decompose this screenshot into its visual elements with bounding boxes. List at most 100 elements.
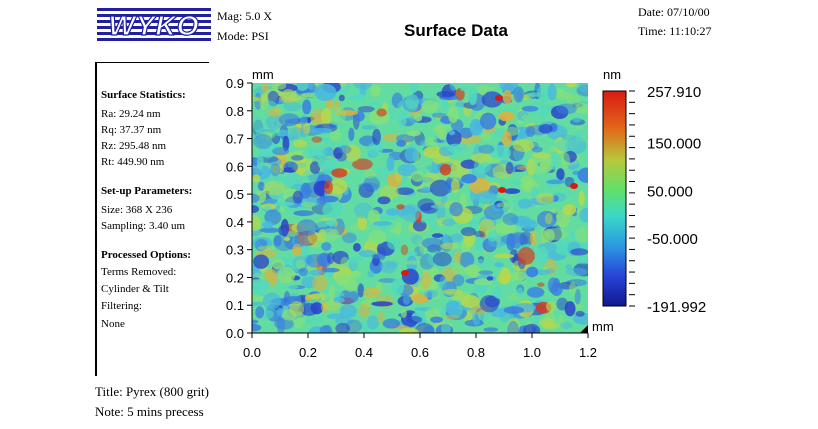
heatmap-blob (511, 300, 519, 305)
mode-readout: Mode: PSI (217, 29, 269, 44)
x-tick-label: 0.4 (355, 345, 373, 360)
heatmap-blob (262, 221, 274, 229)
heatmap-blob (493, 124, 511, 129)
heatmap-blob (512, 139, 535, 152)
corner-marker (580, 325, 588, 333)
heatmap-blob (277, 266, 296, 284)
heatmap-blob (292, 311, 306, 329)
heatmap-blob (499, 267, 511, 285)
time-readout: Time: 11:10:27 (638, 24, 711, 39)
page-title: Surface Data (404, 21, 508, 40)
heatmap-blob (573, 262, 588, 277)
heatmap-blob (312, 275, 328, 292)
heatmap-blob (368, 229, 387, 245)
heatmap-blob (368, 102, 381, 107)
heatmap-blob (254, 92, 262, 110)
heatmap-blob (262, 292, 281, 310)
colorbar-label: -50.000 (647, 231, 698, 248)
heatmap-blob (300, 201, 317, 208)
heatmap-blob (406, 250, 418, 257)
stat-size: Size: 368 X 236 (101, 204, 173, 216)
heatmap-blob (410, 235, 423, 245)
heatmap-blob (450, 233, 463, 243)
heatmap-blob (307, 293, 326, 300)
heatmap-blob (531, 146, 543, 153)
heatmap-blob (395, 187, 415, 196)
heatmap-blob (252, 323, 262, 332)
heatmap-blob (361, 320, 369, 333)
heatmap-blob (526, 287, 545, 298)
heatmap-blob (306, 83, 314, 90)
time-label: Time: (638, 24, 667, 38)
x-tick-label: 0.2 (299, 345, 317, 360)
heatmap-blob (343, 144, 361, 162)
heatmap-blob (513, 86, 525, 103)
heatmap-blob (475, 190, 497, 204)
heatmap-blob (484, 156, 501, 164)
terms-removed-value: Cylinder & Tilt (101, 283, 169, 295)
heatmap-blob (498, 111, 515, 122)
heatmap-blob (314, 220, 329, 228)
heatmap-blob (486, 276, 494, 281)
heatmap-blob (403, 260, 423, 265)
heatmap-blob (569, 281, 577, 296)
heatmap-blob (405, 93, 419, 110)
stat-rq: Rq: 37.37 nm (101, 124, 162, 136)
heatmap-blob (252, 96, 261, 102)
colorbar-label: 150.000 (647, 136, 701, 153)
heatmap-blob (496, 202, 510, 208)
processed-options-heading: Processed Options: (101, 249, 191, 261)
time-value: 11:10:27 (669, 24, 712, 38)
heatmap-blob (283, 161, 298, 173)
heatmap-blob (335, 273, 350, 286)
heatmap-blob (429, 179, 451, 197)
heatmap-blob (577, 167, 588, 183)
heatmap-blob (480, 131, 491, 141)
heatmap-blob (252, 301, 264, 307)
setup-parameters-heading: Set-up Parameters: (101, 185, 193, 197)
heatmap-blob (425, 136, 438, 150)
heatmap-blob (518, 219, 539, 230)
heatmap-blob (283, 291, 291, 307)
stats-panel-top-border (95, 62, 209, 63)
heatmap-blob (561, 152, 571, 169)
stat-sampling: Sampling: 3.40 um (101, 220, 186, 232)
heatmap-blob (499, 83, 519, 93)
stat-rt: Rt: 449.90 nm (101, 156, 165, 168)
heatmap-blob (579, 207, 588, 223)
heatmap-blob (445, 177, 453, 194)
heatmap-blob (252, 205, 260, 213)
heatmap-blob (566, 94, 581, 107)
wyko-logo: WYKO (97, 8, 211, 42)
mode-value: PSI (251, 29, 269, 43)
heatmap-blob (352, 158, 373, 170)
surface-statistics-heading: Surface Statistics: (101, 89, 186, 101)
heatmap-blob (441, 159, 460, 165)
terms-removed-label: Terms Removed: (101, 266, 177, 278)
heatmap-blob (565, 264, 573, 271)
heatmap-blob (339, 304, 357, 319)
heatmap-blob (536, 192, 555, 204)
heatmap-blob (503, 306, 525, 314)
heatmap-blob (303, 122, 311, 135)
heatmap-blob (361, 125, 377, 130)
heatmap-blob (291, 155, 304, 161)
heatmap-blob (501, 131, 512, 147)
heatmap-blob (439, 276, 447, 290)
colorbar (602, 90, 627, 307)
footer-title: Title: Pyrex (800 grit) (95, 384, 209, 399)
heatmap-blob (423, 146, 443, 159)
heatmap-blob (463, 232, 476, 247)
heatmap-blob (366, 315, 379, 330)
heatmap-hotspot (570, 183, 578, 189)
heatmap-blob (398, 327, 419, 333)
heatmap-blob (259, 227, 280, 233)
heatmap-blob (526, 266, 539, 278)
heatmap-blob (483, 205, 504, 220)
heatmap-blob (338, 94, 345, 102)
heatmap-blob (274, 201, 294, 207)
heatmap-blob (556, 103, 577, 115)
heatmap-blob (389, 227, 401, 234)
heatmap-blob (519, 175, 535, 191)
heatmap-blob (538, 317, 555, 327)
